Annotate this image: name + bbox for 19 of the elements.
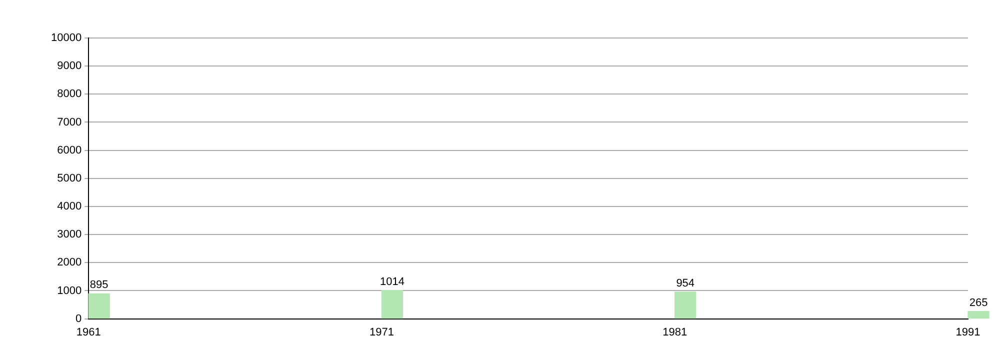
y-tick-label: 1000 [57, 284, 82, 297]
y-tick-label: 6000 [57, 144, 82, 156]
y-tick-label: 10000 [50, 32, 82, 44]
y-tick-label: 3000 [57, 228, 82, 241]
y-tick-label: 4000 [57, 200, 82, 213]
y-tick-label: 5000 [57, 172, 82, 184]
data-label: 1014 [380, 276, 404, 288]
x-tick-label: 1971 [369, 326, 394, 338]
y-tick-label: 9000 [57, 60, 82, 72]
x-tick-label: 1981 [662, 326, 688, 338]
y-tick-label: 2000 [57, 256, 82, 269]
data-label: 895 [90, 279, 108, 292]
y-tick-label: 8000 [57, 88, 82, 100]
data-label: 954 [676, 278, 695, 290]
y-tick-label: 7000 [57, 116, 82, 128]
x-tick-label: 1961 [76, 326, 101, 338]
y-tick-label: 0 [75, 312, 82, 325]
x-tick-label: 1991 [956, 326, 980, 338]
data-label: 265 [969, 296, 988, 309]
